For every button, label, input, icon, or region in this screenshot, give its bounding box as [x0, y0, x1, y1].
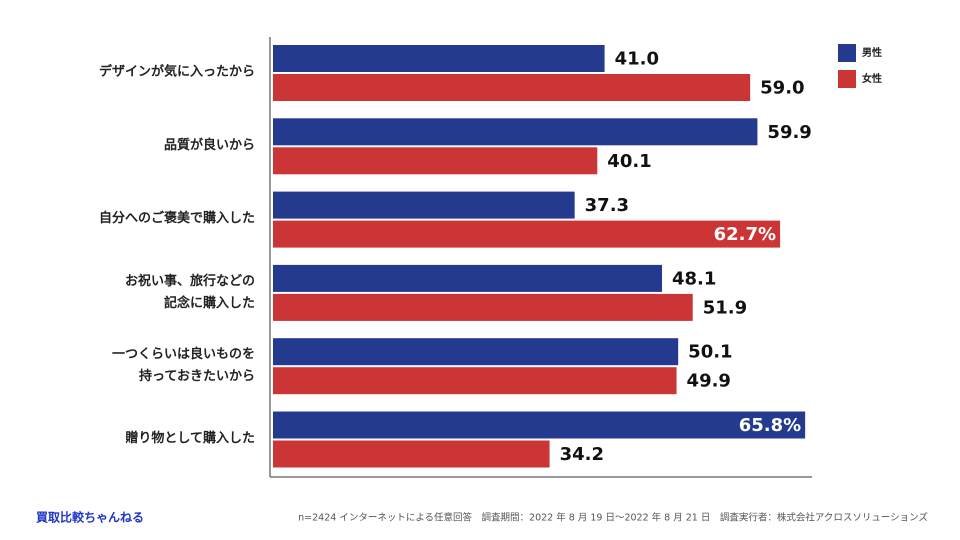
- legend-label: 男性: [862, 46, 882, 59]
- value-label: 49.9: [687, 371, 731, 392]
- value-label: 65.8%: [739, 415, 801, 436]
- value-label: 48.1: [672, 268, 716, 289]
- value-label: 59.0: [760, 78, 804, 99]
- category-label: デザインが気に入ったから: [99, 64, 255, 80]
- value-label: 51.9: [703, 297, 747, 318]
- bar: [273, 74, 751, 101]
- bar: [273, 367, 677, 395]
- bar: [273, 264, 663, 292]
- bar: [273, 411, 806, 439]
- bar: [273, 293, 693, 321]
- bar: [273, 45, 605, 72]
- bar: [273, 118, 758, 146]
- category-label: 自分へのご褒美で購入した: [99, 210, 255, 226]
- value-label: 37.3: [585, 195, 629, 216]
- bar: [273, 338, 679, 366]
- legend-label: 女性: [862, 72, 882, 85]
- bar: [273, 220, 781, 248]
- value-label: 34.2: [560, 444, 604, 465]
- value-label: 41.0: [615, 49, 659, 70]
- value-label: 62.7%: [714, 224, 776, 245]
- bar: [273, 147, 598, 175]
- legend-swatch: [838, 44, 856, 62]
- source: 買取比較ちゃんねる: [36, 510, 144, 525]
- category-label: お祝い事、旅行などの記念に購入した: [125, 272, 255, 310]
- category-label: 品質が良いから: [164, 137, 255, 153]
- bar: [273, 191, 575, 219]
- value-label: 59.9: [767, 122, 811, 143]
- category-label: 一つくらいは良いものを持っておきたいから: [112, 346, 255, 384]
- bar: [273, 440, 550, 468]
- legend-swatch: [838, 70, 856, 88]
- value-label: 50.1: [688, 342, 732, 363]
- value-label: 40.1: [607, 151, 651, 172]
- note: n=2424 インターネットによる任意回答 調査期間：2022 年 8 月 19…: [298, 512, 928, 524]
- category-label: 贈り物として購入した: [125, 430, 255, 446]
